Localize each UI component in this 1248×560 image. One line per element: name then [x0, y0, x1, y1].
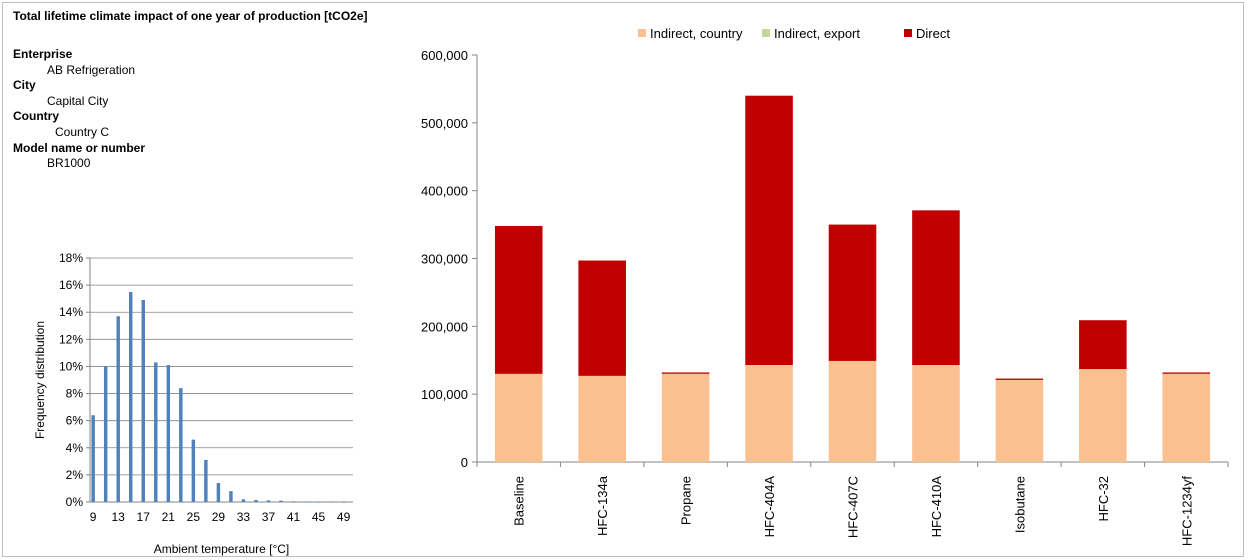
stack-x-tick-label: Propane: [679, 476, 694, 525]
hist-x-tick-label: 33: [237, 510, 251, 524]
legend-label: Indirect, export: [774, 26, 860, 41]
stack-bar-segment: [828, 360, 877, 462]
stack-x-tick-label: HFC-134a: [595, 475, 610, 536]
stack-bar-segment: [1162, 372, 1211, 374]
hist-bar: [291, 501, 296, 503]
enterprise-value: AB Refrigeration: [47, 62, 136, 77]
model-label: Model name or number: [13, 140, 146, 155]
legend-swatch: [762, 29, 770, 37]
hist-x-tick-label: 37: [262, 510, 276, 524]
city-label: City: [13, 78, 36, 93]
stack-y-tick-label: 100,000: [421, 387, 468, 402]
model-value: BR1000: [47, 156, 91, 171]
hist-bar: [179, 388, 183, 502]
hist-bar: [204, 459, 208, 502]
stack-y-tick-label: 500,000: [421, 116, 468, 131]
stack-bar-segment: [995, 379, 1044, 462]
stack-y-tick-label: 200,000: [421, 319, 468, 334]
stack-y-tick-label: 0: [461, 455, 468, 470]
hist-y-axis-title: Frequency distribution: [33, 321, 47, 439]
hist-x-tick-label: 17: [137, 510, 151, 524]
stack-bar-segment: [494, 373, 543, 462]
stack-x-tick-label: HFC-407C: [846, 476, 861, 538]
hist-y-tick-label: 14%: [59, 305, 83, 319]
legend-label: Indirect, country: [650, 26, 743, 41]
hist-bar: [216, 483, 221, 502]
hist-y-tick-label: 2%: [66, 468, 84, 482]
hist-bar: [279, 500, 283, 502]
hist-bar: [129, 291, 133, 502]
hist-x-tick-label: 49: [337, 510, 351, 524]
hist-bar: [266, 500, 271, 502]
hist-y-tick-label: 6%: [66, 414, 84, 428]
stack-y-tick-label: 600,000: [421, 48, 468, 63]
hist-y-tick-label: 10%: [59, 359, 83, 373]
chart-title: Total lifetime climate impact of one yea…: [13, 9, 368, 23]
hist-x-axis-title: Ambient temperature [°C]: [154, 542, 290, 556]
legend-swatch: [638, 29, 646, 37]
stack-bar-segment: [661, 372, 710, 374]
hist-bar: [166, 365, 171, 502]
hist-x-tick-label: 21: [162, 510, 176, 524]
hist-bar: [329, 501, 333, 503]
stack-bar-segment: [578, 375, 626, 462]
country-value: Country C: [55, 124, 110, 139]
hist-bar: [154, 362, 158, 502]
hist-y-tick-label: 0%: [66, 495, 84, 509]
stack-bar-segment: [661, 373, 710, 462]
stack-bar-segment: [912, 364, 960, 462]
hist-bar: [191, 439, 196, 502]
hist-bar: [254, 499, 258, 502]
country-label: Country: [13, 109, 59, 124]
stack-bar-segment: [995, 378, 1044, 380]
stack-y-tick-label: 400,000: [421, 184, 468, 199]
stack-bar-segment: [745, 364, 793, 462]
city-value: Capital City: [47, 93, 109, 108]
hist-y-tick-label: 16%: [59, 278, 83, 292]
info-panel: Enterprise AB Refrigeration City Capital…: [13, 47, 145, 172]
stack-y-tick-label: 300,000: [421, 252, 468, 267]
stack-bar-segment: [912, 210, 960, 365]
legend-label: Direct: [916, 26, 950, 41]
stack-bar-segment: [494, 225, 543, 374]
hist-x-tick-label: 45: [312, 510, 326, 524]
stack-bar-segment: [1079, 369, 1127, 462]
hist-bar: [304, 501, 308, 503]
hist-bar: [103, 366, 108, 502]
hist-bar: [316, 501, 321, 503]
stack-x-tick-label: HFC-32: [1096, 476, 1111, 522]
hist-bar: [141, 300, 145, 502]
hist-bar: [341, 501, 346, 503]
stack-x-tick-label: HFC-410A: [929, 476, 944, 538]
hist-bar: [241, 499, 246, 502]
stack-x-tick-label: Isobutane: [1012, 476, 1027, 533]
hist-x-tick-label: 25: [187, 510, 201, 524]
legend-swatch: [904, 29, 912, 37]
hist-x-tick-label: 13: [111, 510, 125, 524]
stack-x-tick-label: HFC-1234yf: [1179, 476, 1194, 546]
stack-bar-segment: [578, 260, 626, 376]
hist-x-tick-label: 29: [212, 510, 226, 524]
stack-bar-segment: [745, 95, 793, 365]
hist-y-tick-label: 18%: [59, 251, 83, 265]
stack-bar-segment: [1079, 320, 1127, 370]
hist-bar: [229, 491, 233, 502]
stack-x-tick-label: HFC-404A: [762, 476, 777, 538]
hist-bar: [116, 316, 120, 502]
hist-x-tick-label: 9: [90, 510, 97, 524]
hist-x-tick-label: 41: [287, 510, 301, 524]
stack-x-tick-label: Baseline: [512, 476, 527, 526]
stack-bar-segment: [828, 224, 877, 361]
hist-bar: [91, 415, 95, 502]
hist-y-tick-label: 8%: [66, 387, 84, 401]
hist-y-tick-label: 4%: [66, 441, 84, 455]
hist-y-tick-label: 12%: [59, 332, 83, 346]
stack-bar-segment: [1162, 373, 1211, 462]
enterprise-label: Enterprise: [13, 47, 73, 61]
